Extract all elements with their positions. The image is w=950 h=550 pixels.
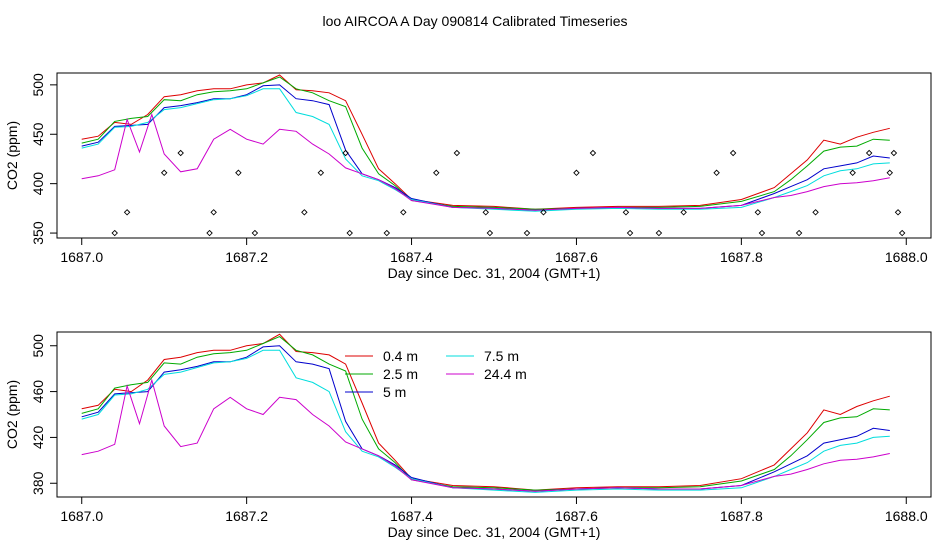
legend-label: 0.4 m: [383, 348, 418, 364]
data-point-marker: [622, 209, 630, 216]
x-tick-label: 1687.6: [555, 508, 598, 524]
plot-frame: [56, 331, 932, 498]
data-point-marker: [758, 229, 766, 237]
y-tick-label: 400: [30, 172, 46, 196]
data-point-marker: [111, 229, 118, 237]
series-line-24-4-m: [81, 378, 890, 492]
data-point-marker: [865, 149, 873, 157]
x-tick-label: 1688.0: [885, 508, 928, 524]
data-point-marker: [123, 209, 131, 216]
legend-label: 24.4 m: [484, 366, 527, 382]
x-tick-label: 1688.0: [885, 249, 928, 265]
y-tick-label: 500: [30, 334, 46, 358]
x-tick-label: 1687.8: [720, 508, 763, 524]
legend-label: 5 m: [383, 384, 406, 400]
y-tick-label: 420: [30, 426, 46, 450]
data-point-marker: [680, 209, 687, 216]
x-tick-label: 1687.2: [225, 249, 268, 265]
data-point-marker: [729, 149, 737, 157]
plot-frame: [56, 72, 932, 239]
x-axis-label: Day since Dec. 31, 2004 (GMT+1): [388, 524, 601, 540]
data-point-marker: [301, 209, 308, 216]
data-point-marker: [886, 169, 894, 177]
data-point-marker: [894, 209, 902, 216]
data-point-marker: [754, 209, 762, 216]
data-point-marker: [400, 209, 407, 216]
data-point-marker: [177, 149, 184, 157]
figure-title: loo AIRCOA A Day 090814 Calibrated Times…: [322, 13, 627, 29]
x-tick-label: 1687.2: [225, 508, 268, 524]
y-tick-label: 350: [30, 221, 46, 245]
data-point-marker: [890, 149, 898, 157]
data-point-marker: [210, 209, 217, 216]
legend-label: 2.5 m: [383, 366, 418, 382]
chart-panel-bottom: 1687.0 1687.2 1687.4 1687.6 1687.8 1688.0 380 4…: [4, 331, 932, 540]
x-axis-label: Day since Dec. 31, 2004 (GMT+1): [388, 265, 601, 281]
y-axis-label: CO2 (ppm): [4, 121, 20, 190]
data-point-marker: [898, 229, 906, 237]
data-point-marker: [573, 169, 580, 177]
data-point-marker: [342, 149, 349, 157]
data-point-marker: [346, 229, 353, 237]
x-tick-label: 1687.6: [555, 249, 598, 265]
data-point-marker: [655, 229, 663, 237]
y-tick-label: 460: [30, 380, 46, 404]
series-line-0-4-m: [81, 333, 890, 491]
data-point-marker: [235, 169, 242, 177]
data-point-marker: [540, 209, 547, 216]
data-point-marker: [453, 149, 461, 157]
data-point-marker: [626, 229, 634, 237]
data-point-marker: [589, 149, 597, 157]
series-line-7-5-m: [81, 88, 890, 212]
data-point-marker: [523, 229, 531, 237]
data-point-marker: [713, 169, 720, 177]
data-point-marker: [206, 229, 213, 237]
x-tick-label: 1687.4: [390, 508, 433, 524]
data-point-marker: [160, 169, 168, 177]
x-tick-label: 1687.0: [60, 508, 103, 524]
data-point-marker: [251, 229, 259, 237]
series-line-0-4-m: [81, 74, 890, 210]
series-line-7-5-m: [81, 349, 890, 493]
data-point-marker: [795, 229, 803, 237]
y-tick-label: 380: [30, 471, 46, 495]
chart-panel-top: 1687.0 1687.2 1687.4 1687.6 1687.8 1688.0 350 4…: [4, 72, 932, 281]
data-point-marker: [433, 169, 440, 177]
legend-label: 7.5 m: [484, 348, 519, 364]
data-point-marker: [849, 169, 856, 177]
data-point-marker: [812, 209, 819, 216]
y-tick-label: 500: [30, 73, 46, 97]
series-line-2-5-m: [81, 76, 890, 210]
data-point-marker: [486, 229, 494, 237]
data-point-marker: [383, 229, 391, 237]
series-line-24-4-m: [81, 112, 890, 211]
y-axis-label: CO2 (ppm): [4, 380, 20, 449]
data-point-marker: [317, 169, 325, 177]
x-tick-label: 1687.0: [60, 249, 103, 265]
data-point-marker: [482, 209, 489, 216]
y-tick-label: 450: [30, 122, 46, 146]
x-tick-label: 1687.4: [390, 249, 433, 265]
x-tick-label: 1687.8: [720, 249, 763, 265]
series-line-2-5-m: [81, 336, 890, 491]
